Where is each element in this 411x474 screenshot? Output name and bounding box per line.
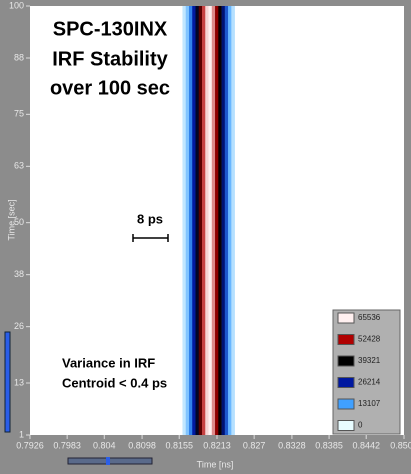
annotation: Centroid < 0.4 ps [62,375,167,390]
x-tick-label: 0.8500 [390,440,411,450]
x-tick-label: 0.8385 [315,440,343,450]
colorbar-label: 65536 [358,313,381,322]
heat-band [192,6,196,435]
heat-band [215,6,219,435]
y-tick-label: 50 [14,217,24,227]
heat-band [188,6,193,435]
colorbar-swatch [337,377,355,388]
x-tick-label: 0.804 [93,440,116,450]
annotation: Variance in IRF [62,355,155,370]
heat-band [231,6,235,435]
x-tick-label: 0.8213 [203,440,231,450]
heat-band [221,6,226,435]
x-tick-label: 0.827 [243,440,266,450]
x-tick-label: 0.8328 [278,440,306,450]
y-tick-label: 88 [14,52,24,62]
annotation: over 100 sec [50,77,170,99]
colorbar-panel [332,309,401,435]
heat-band [195,6,200,435]
x-tick-label: 0.7983 [53,440,81,450]
slider[interactable] [4,331,11,433]
annotation: SPC-130INX [53,18,168,40]
annotation: IRF Stability [52,48,168,70]
colorbar-label: 0 [358,421,363,430]
x-axis-title: Time [ns] [197,459,234,469]
y-tick-label: 1 [19,429,24,439]
colorbar-swatch [337,334,355,345]
colorbar-swatch [337,312,355,324]
y-axis-title: Time [sec] [6,199,16,240]
heat-band [202,6,206,435]
y-tick-label: 26 [14,321,24,331]
colorbar-label: 52428 [358,335,381,344]
x-tick-label: 0.8155 [165,440,193,450]
annotation: 8 ps [137,211,163,226]
heat-band [211,6,216,435]
x-tick-label: 0.8442 [352,440,380,450]
heat-band [185,6,190,435]
colorbar-swatch [337,420,355,431]
colorbar-label: 26214 [358,378,381,387]
x-tick-label: 0.8098 [128,440,156,450]
heat-band [208,6,213,435]
x-tick-label: 0.7926 [16,440,44,450]
heat-band [182,6,187,435]
y-tick-label: 63 [14,161,24,171]
y-tick-label: 75 [14,109,24,119]
colorbar-swatch [337,398,355,410]
heat-band [228,6,232,435]
heat-band [198,6,203,435]
y-tick-label: 38 [14,269,24,279]
scale-bar [132,234,169,242]
scroll-thumb[interactable] [106,457,110,465]
heat-band [218,6,222,435]
colorbar-label: 39321 [358,356,381,365]
y-tick-label: 100 [9,0,24,10]
colorbar-label: 13107 [358,399,381,408]
heat-band [224,6,229,435]
heat-band [205,6,209,435]
colorbar-swatch [337,355,355,367]
y-tick-label: 13 [14,377,24,387]
